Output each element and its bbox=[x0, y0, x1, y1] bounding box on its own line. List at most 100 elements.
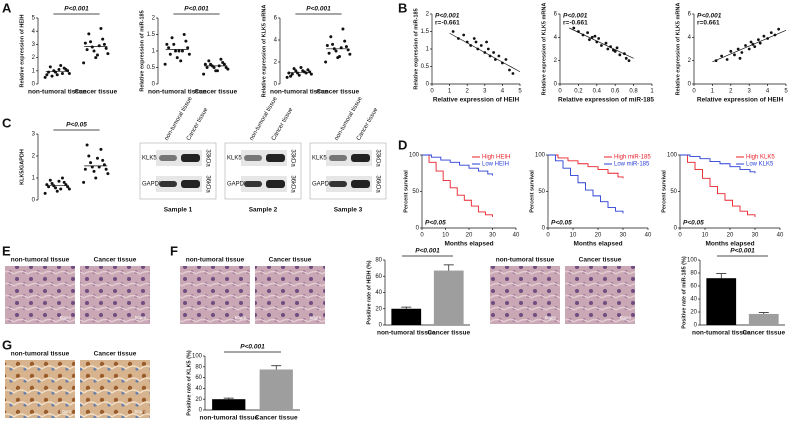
y-tick-label: 80 bbox=[195, 364, 202, 370]
annotation: r=-0.661 bbox=[563, 20, 588, 27]
data-point bbox=[348, 52, 352, 56]
data-point bbox=[82, 61, 86, 65]
x-tick-label: 10 bbox=[702, 233, 709, 239]
data-point bbox=[344, 45, 348, 49]
data-point bbox=[174, 49, 178, 53]
y-tick-label: 4 bbox=[554, 35, 558, 41]
data-point bbox=[163, 62, 167, 66]
y-axis-label: Relative expression of miR-185 bbox=[139, 10, 145, 91]
data-point bbox=[101, 37, 105, 41]
data-point bbox=[202, 72, 206, 76]
survival-curve bbox=[680, 154, 756, 174]
data-point bbox=[294, 69, 298, 73]
data-point bbox=[325, 44, 329, 47]
legend-label: High miR-185 bbox=[614, 155, 651, 161]
x-tick-label: 40 bbox=[777, 233, 784, 239]
y-tick-label: 0 bbox=[32, 82, 36, 88]
error-bar bbox=[223, 397, 234, 400]
data-point bbox=[54, 186, 58, 190]
legend-label: High HEIH bbox=[482, 155, 510, 161]
data-point bbox=[186, 46, 190, 50]
x-tick-label: 20 bbox=[727, 233, 734, 239]
bar bbox=[212, 399, 246, 410]
data-point bbox=[48, 178, 52, 182]
data-point bbox=[182, 33, 186, 36]
category-label: non-tumoral tissue bbox=[199, 415, 258, 422]
band bbox=[244, 155, 262, 161]
data-point bbox=[753, 45, 757, 49]
data-point bbox=[479, 44, 483, 47]
y-tick-label: 0 bbox=[542, 226, 546, 232]
image-label: non-tumoral tissue bbox=[11, 257, 70, 264]
data-point bbox=[341, 27, 345, 31]
y-tick-label: 20 bbox=[375, 306, 382, 312]
data-point bbox=[43, 191, 47, 195]
x-tick-label: 0 bbox=[546, 233, 550, 239]
data-point bbox=[758, 41, 762, 45]
x-tick-label: 20 bbox=[595, 233, 602, 239]
y-tick-label: 1 bbox=[32, 68, 36, 74]
image-label: non-tumoral tissue bbox=[496, 257, 555, 264]
x-axis-label: Months elapsed bbox=[444, 241, 493, 248]
band bbox=[266, 154, 285, 162]
error-bar bbox=[716, 273, 727, 279]
tissue-image bbox=[565, 266, 635, 324]
band bbox=[159, 155, 177, 161]
sample-label: Sample 1 bbox=[164, 207, 193, 214]
x-tick-label: 2 bbox=[729, 89, 733, 95]
x-tick-label: 1 bbox=[448, 89, 452, 95]
data-point bbox=[89, 40, 93, 44]
fit-line bbox=[712, 30, 787, 63]
data-point bbox=[50, 74, 54, 78]
bar bbox=[391, 308, 422, 325]
data-point bbox=[89, 161, 93, 165]
size-label: 36kDa bbox=[204, 175, 210, 193]
band bbox=[159, 181, 177, 187]
data-point bbox=[60, 71, 64, 75]
size-label: 36kDa bbox=[374, 175, 380, 193]
survival-curve bbox=[680, 154, 756, 218]
data-point bbox=[106, 52, 110, 56]
data-point bbox=[104, 167, 108, 171]
data-point bbox=[224, 66, 228, 69]
data-point bbox=[749, 40, 753, 44]
y-tick-label: 100 bbox=[667, 153, 678, 159]
data-point bbox=[292, 67, 296, 71]
data-point bbox=[50, 182, 54, 185]
data-point bbox=[485, 40, 488, 44]
scale-label: 50μm bbox=[310, 315, 322, 320]
data-point bbox=[62, 66, 66, 70]
y-tick-label: 100 bbox=[687, 258, 698, 264]
y-tick-label: 3 bbox=[32, 42, 36, 48]
data-point bbox=[290, 72, 294, 76]
y-tick-label: 6 bbox=[554, 12, 558, 18]
y-axis-label: Positive rate of KLK5 (%) bbox=[186, 350, 192, 416]
data-point bbox=[60, 176, 64, 180]
data-point bbox=[102, 42, 106, 46]
y-axis-label: Percent survival bbox=[529, 170, 535, 213]
data-point bbox=[165, 42, 169, 46]
scale-label: 50μm bbox=[60, 315, 72, 320]
tissue-image bbox=[490, 266, 560, 324]
data-point bbox=[615, 46, 619, 50]
panel-letter: G bbox=[2, 337, 12, 352]
scale-label: 50μm bbox=[235, 315, 247, 320]
data-point bbox=[180, 49, 184, 53]
data-point bbox=[777, 27, 781, 31]
x-tick-label: 1 bbox=[650, 89, 654, 95]
panel-letter: A bbox=[2, 0, 12, 15]
p-value: P<0.001 bbox=[64, 6, 89, 13]
data-point bbox=[747, 47, 751, 51]
x-tick-label: 0 bbox=[420, 233, 424, 239]
y-tick-label: 50 bbox=[538, 189, 545, 195]
category-label: Cancer tissue bbox=[74, 89, 117, 96]
x-tick-label: 10 bbox=[442, 233, 449, 239]
panel-letter: F bbox=[170, 243, 178, 258]
y-tick-label: 0 bbox=[379, 323, 383, 329]
y-axis-label: Relative expression of KLK5 mRNA bbox=[675, 3, 681, 96]
band bbox=[181, 180, 200, 188]
protein-label: GAPDH bbox=[227, 182, 248, 188]
y-tick-label: 2 bbox=[152, 16, 156, 22]
y-tick-label: 2 bbox=[426, 12, 430, 18]
x-tick-label: 0.6 bbox=[611, 89, 620, 95]
